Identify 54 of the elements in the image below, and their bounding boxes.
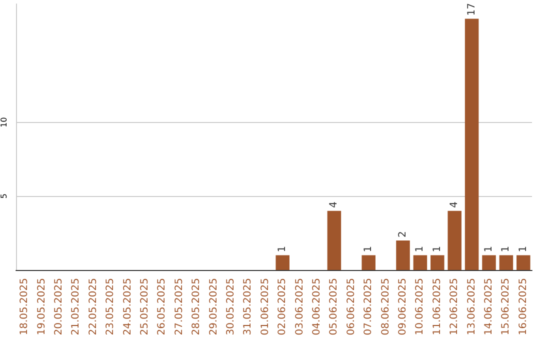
data-label: 4 (328, 202, 340, 208)
x-tick-label: 02.06.2025 (277, 278, 288, 336)
x-tick-label: 14.06.2025 (484, 278, 494, 336)
x-tick-label: 21.05.2025 (70, 278, 82, 336)
x-tick-label: 23.05.2025 (105, 278, 116, 336)
data-label: 2 (398, 231, 408, 238)
x-tick-label: 09.06.2025 (398, 278, 408, 336)
x-tick-label: 08.06.2025 (380, 278, 392, 336)
x-tick-label: 20.05.2025 (54, 278, 64, 336)
x-tick-label: 30.05.2025 (226, 278, 236, 336)
x-tick-label: 12.06.2025 (449, 278, 460, 336)
x-tick-label: 06.06.2025 (346, 278, 357, 336)
x-tick-label: 26.05.2025 (156, 278, 168, 336)
data-label: 4 (449, 202, 460, 208)
bar (499, 255, 514, 270)
x-tick-label: 29.05.2025 (208, 278, 220, 336)
x-tick-label: 07.06.2025 (363, 278, 374, 336)
x-tick-label: 10.06.2025 (414, 278, 426, 336)
data-label: 1 (484, 246, 494, 252)
bar (464, 18, 479, 270)
data-label: 1 (518, 246, 529, 252)
x-tick-label: 22.05.2025 (88, 278, 99, 336)
x-tick-label: 19.05.2025 (36, 278, 48, 336)
x-tick-label: 15.06.2025 (500, 278, 512, 336)
data-label: 17 (466, 3, 478, 16)
bar (430, 255, 444, 270)
data-label: 1 (414, 246, 426, 252)
data-label: 1 (363, 246, 374, 252)
data-label: 1 (277, 246, 288, 252)
bar (482, 255, 496, 270)
x-tick-label: 28.05.2025 (191, 278, 202, 336)
data-label: 1 (432, 246, 443, 252)
x-tick-label: 31.05.2025 (242, 278, 254, 336)
x-tick-label: 03.06.2025 (294, 278, 306, 336)
bar (413, 255, 428, 270)
y-tick-label: 10 (0, 117, 8, 128)
x-tick-label: 04.06.2025 (312, 278, 322, 336)
x-tick-label: 18.05.2025 (19, 278, 30, 336)
x-tick-label: 13.06.2025 (466, 278, 478, 336)
x-tick-label: 11.06.2025 (432, 278, 443, 336)
bar (362, 255, 376, 270)
x-tick-label: 01.06.2025 (260, 278, 271, 336)
x-tick-label: 16.06.2025 (518, 278, 529, 336)
bar (276, 255, 290, 270)
data-label: 1 (500, 246, 512, 252)
x-tick-label: 25.05.2025 (140, 278, 150, 336)
x-tick-label: 24.05.2025 (122, 278, 134, 336)
x-tick-label: 27.05.2025 (174, 278, 185, 336)
y-tick-label: 5 (0, 194, 8, 199)
bar (396, 240, 410, 270)
bar (516, 255, 530, 270)
bar (448, 210, 462, 270)
bar (327, 210, 342, 270)
x-tick-label: 05.06.2025 (328, 278, 340, 336)
